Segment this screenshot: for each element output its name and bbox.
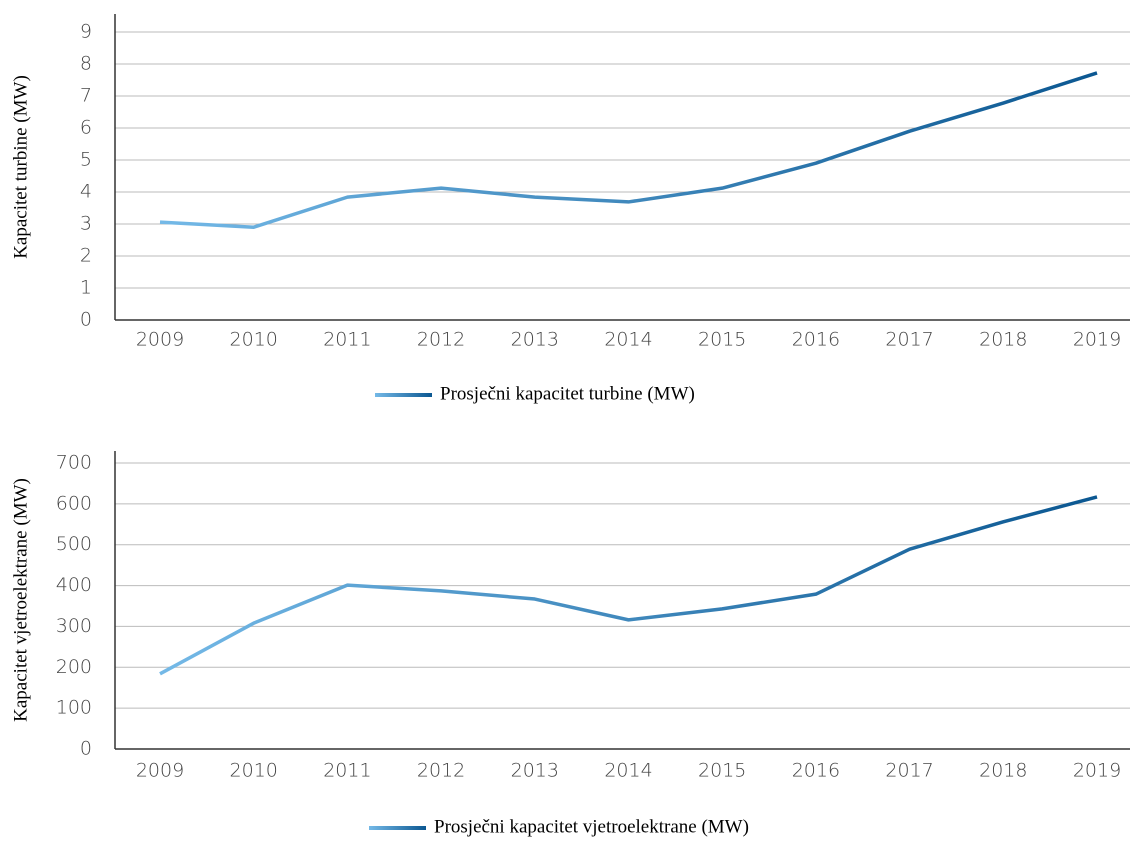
y-tick-label: 4 <box>80 181 92 203</box>
x-tick-label: 2011 <box>323 760 371 782</box>
y-tick-label: 0 <box>80 309 92 331</box>
y-tick-label: 9 <box>80 21 92 43</box>
y-tick-label: 8 <box>80 53 92 75</box>
y-tick-label: 300 <box>56 615 92 637</box>
line <box>159 71 1098 229</box>
x-tick-label: 2009 <box>136 760 184 782</box>
legend-label: Prosječni kapacitet turbine (MW) <box>440 383 695 404</box>
y-axis-label: Kapacitet vjetroelektrane (MW) <box>10 478 31 722</box>
y-tick-label: 3 <box>80 213 92 235</box>
y-tick-label: 1 <box>80 277 92 299</box>
x-tick-label: 2018 <box>979 760 1027 782</box>
x-tick-label: 2016 <box>792 760 840 782</box>
x-tick-label: 2018 <box>979 329 1027 351</box>
x-tick-label: 2009 <box>136 329 184 351</box>
x-tick-label: 2010 <box>230 329 278 351</box>
x-tick-label: 2016 <box>792 329 840 351</box>
y-tick-label: 2 <box>80 245 92 267</box>
x-tick-label: 2010 <box>230 760 278 782</box>
x-tick-label: 2015 <box>698 329 746 351</box>
y-tick-label: 5 <box>80 149 92 171</box>
y-tick-label: 700 <box>56 452 92 474</box>
y-tick-label: 200 <box>56 656 92 678</box>
x-tick-label: 2015 <box>698 760 746 782</box>
x-tick-label: 2012 <box>417 760 465 782</box>
y-tick-label: 7 <box>80 85 92 107</box>
x-tick-label: 2012 <box>417 329 465 351</box>
y-tick-label: 0 <box>80 738 92 760</box>
y-tick-label: 6 <box>80 117 92 139</box>
x-tick-label: 2013 <box>511 329 559 351</box>
y-tick-label: 600 <box>56 492 92 514</box>
x-tick-label: 2014 <box>604 760 652 782</box>
y-tick-label: 500 <box>56 533 92 555</box>
x-tick-label: 2019 <box>1073 329 1121 351</box>
legend-label: Prosječni kapacitet vjetroelektrane (MW) <box>434 816 749 837</box>
y-tick-label: 400 <box>56 574 92 596</box>
x-tick-label: 2017 <box>885 760 933 782</box>
x-tick-label: 2011 <box>323 329 371 351</box>
x-tick-label: 2014 <box>604 329 652 351</box>
x-tick-label: 2017 <box>885 329 933 351</box>
y-axis-label: Kapacitet turbine (MW) <box>10 75 31 259</box>
x-tick-label: 2013 <box>511 760 559 782</box>
x-tick-label: 2019 <box>1073 760 1121 782</box>
line <box>159 495 1098 676</box>
y-tick-label: 100 <box>56 697 92 719</box>
